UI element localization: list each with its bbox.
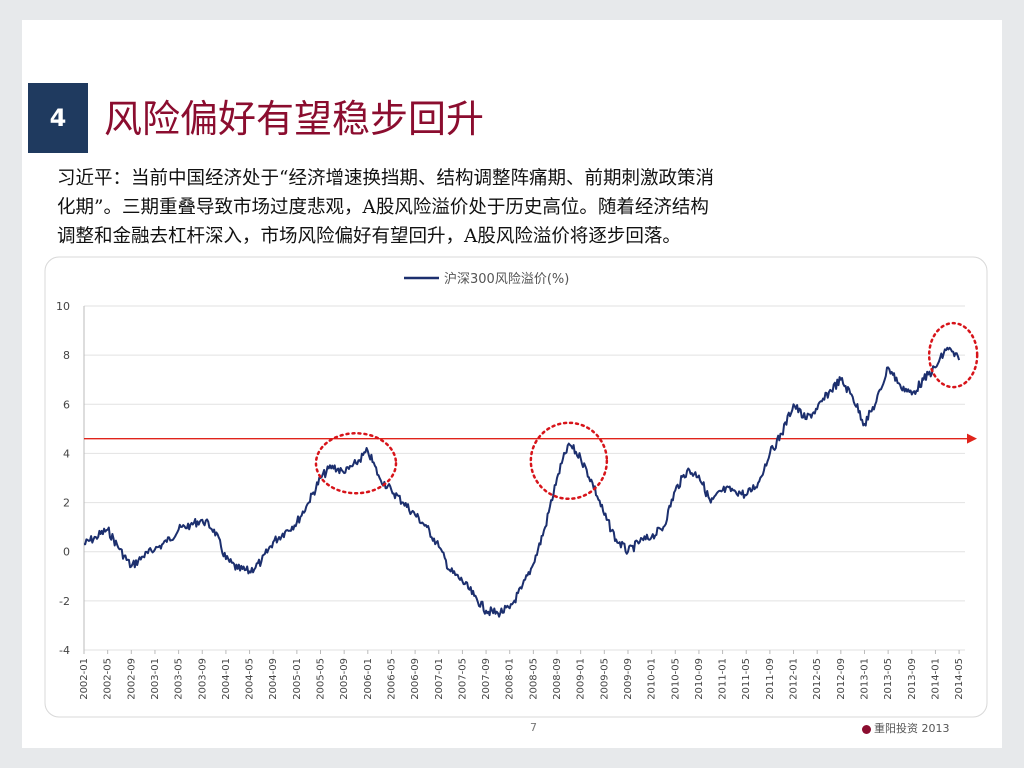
x-tick-label: 2012-05: [812, 658, 823, 700]
x-tick-label: 2002-09: [126, 658, 137, 700]
footer-brand: 重阳投资 2013: [862, 720, 950, 736]
x-tick-label: 2004-09: [268, 658, 279, 700]
x-tick-label: 2002-05: [103, 658, 114, 700]
highlight-circle: [927, 321, 979, 389]
x-tick-label: 2005-09: [339, 658, 350, 700]
x-tick-label: 2008-01: [505, 658, 516, 700]
y-tick-label: 6: [63, 398, 70, 411]
body-line-1: 习近平：当前中国经济处于“经济增速换挡期、结构调整阵痛期、前期刺激政策消: [57, 168, 714, 189]
y-tick-label: 2: [63, 497, 70, 510]
x-tick-label: 2012-01: [789, 658, 800, 700]
brand-text: 重阳投资 2013: [874, 722, 950, 735]
x-tick-label: 2008-09: [552, 658, 563, 700]
y-tick-label: 4: [63, 447, 70, 460]
body-text: 习近平：当前中国经济处于“经济增速换挡期、结构调整阵痛期、前期刺激政策消 化期”…: [57, 164, 987, 251]
body-line-3: 调整和金融去杠杆深入，市场风险偏好有望回升，A股风险溢价将逐步回落。: [57, 226, 681, 247]
body-line-2: 化期”。三期重叠导致市场过度悲观，A股风险溢价处于历史高位。随着经济结构: [57, 197, 709, 218]
section-number: 4: [49, 104, 67, 132]
x-tick-label: 2011-09: [765, 658, 776, 700]
x-tick-label: 2007-01: [434, 658, 445, 700]
y-tick-label: -4: [59, 644, 70, 657]
series-line: [83, 346, 961, 618]
x-tick-label: 2013-05: [883, 658, 894, 700]
x-tick-label: 2010-01: [647, 658, 658, 700]
x-tick-label: 2014-05: [954, 658, 965, 700]
x-tick-label: 2006-01: [363, 658, 374, 700]
x-tick-label: 2004-01: [221, 658, 232, 700]
page-number: 7: [530, 721, 537, 734]
y-tick-label: -2: [59, 595, 70, 608]
legend-label: 沪深300风险溢价(%): [444, 271, 569, 287]
x-tick-label: 2011-01: [718, 658, 729, 700]
x-tick-label: 2007-05: [457, 658, 468, 700]
x-tick-label: 2006-05: [386, 658, 397, 700]
x-tick-label: 2013-09: [907, 658, 918, 700]
x-tick-label: 2009-09: [623, 658, 634, 700]
x-tick-label: 2002-01: [79, 658, 90, 700]
x-tick-label: 2014-01: [930, 658, 941, 700]
x-tick-label: 2003-05: [174, 658, 185, 700]
x-tick-label: 2009-05: [599, 658, 610, 700]
x-tick-label: 2004-05: [245, 658, 256, 700]
x-tick-label: 2009-01: [576, 658, 587, 700]
slide-title: 风险偏好有望稳步回升: [104, 97, 485, 141]
x-tick-label: 2006-09: [410, 658, 421, 700]
chart-frame: [44, 256, 988, 718]
x-tick-label: 2003-01: [150, 658, 161, 700]
y-tick-label: 8: [63, 349, 70, 362]
x-tick-label: 2013-01: [859, 658, 870, 700]
section-number-badge: 4: [28, 83, 88, 153]
y-tick-label: 10: [56, 300, 70, 313]
x-tick-label: 2010-09: [694, 658, 705, 700]
x-tick-label: 2003-09: [197, 658, 208, 700]
reference-arrow-icon: [967, 433, 977, 444]
x-tick-label: 2008-05: [528, 658, 539, 700]
chart-area: -4 -2 0 2 4 6 8 10 2002-01 2002-05 2002-09 2003-01 2…: [44, 256, 988, 718]
highlight-circle: [314, 432, 398, 495]
x-tick-label: 2010-05: [670, 658, 681, 700]
brand-logo-icon: [862, 724, 871, 734]
x-tick-label: 2007-09: [481, 658, 492, 700]
x-tick-label: 2005-05: [316, 658, 327, 700]
highlight-circle: [529, 421, 609, 501]
x-tick-label: 2012-09: [836, 658, 847, 700]
x-tick-label: 2011-05: [741, 658, 752, 700]
risk-premium-chart: -4 -2 0 2 4 6 8 10 2002-01 2002-05 2002-09 2003-01 2…: [44, 256, 988, 718]
y-tick-label: 0: [63, 546, 70, 559]
x-tick-label: 2005-01: [292, 658, 303, 700]
